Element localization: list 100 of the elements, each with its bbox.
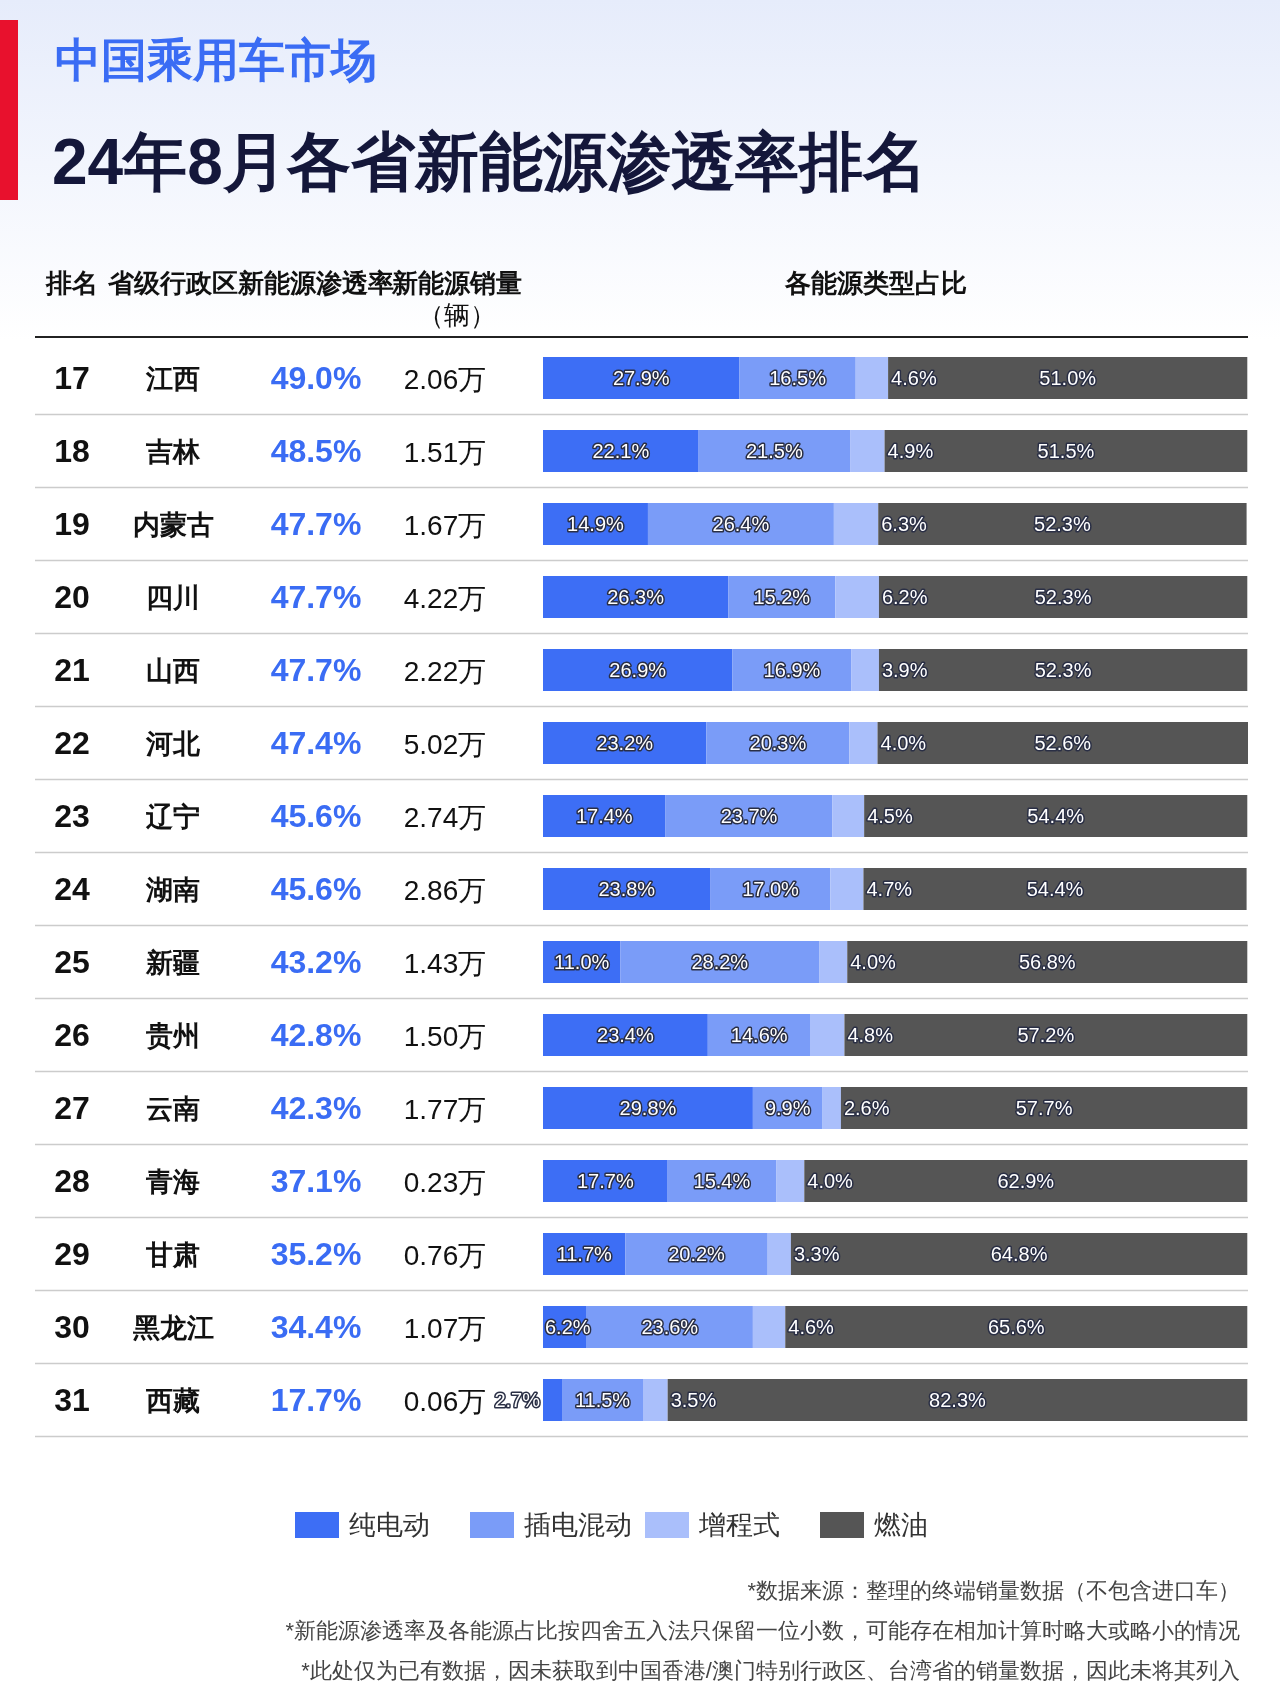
data-label: 49.0% <box>270 360 362 396</box>
data-label: 2.22万 <box>403 656 487 687</box>
data-label: 5.02万 <box>403 729 487 760</box>
category-label: 贵州 <box>145 1021 200 1051</box>
bar <box>847 941 1248 983</box>
bar <box>785 1306 1248 1348</box>
bar <box>832 795 865 837</box>
bar <box>884 430 1248 472</box>
bar <box>851 649 879 691</box>
data-label: 47.4% <box>270 725 362 761</box>
bar <box>620 941 820 983</box>
category-label: 西藏 <box>145 1386 200 1416</box>
category-label: 黑龙江 <box>131 1313 214 1343</box>
data-label: 54.4% <box>1026 878 1084 900</box>
legend-label: 插电混动 <box>524 1510 632 1540</box>
data-label: 3.9% <box>881 659 928 681</box>
text: 省级行政区 <box>107 268 238 298</box>
data-label: 23.7% <box>720 805 778 827</box>
data-label: 26 <box>54 1017 90 1053</box>
data-label: 20.3% <box>749 732 807 754</box>
data-label: 34.4% <box>270 1309 362 1345</box>
data-label: 24 <box>54 871 90 907</box>
data-label: 2.86万 <box>403 875 487 906</box>
data-label: 4.9% <box>887 440 934 462</box>
chart-title: 各能源类型占比 <box>783 268 967 298</box>
data-label: 31 <box>54 1382 90 1418</box>
data-label: 57.7% <box>1015 1097 1073 1119</box>
data-label: 26.9% <box>609 659 667 681</box>
legend-label: 纯电动 <box>349 1510 430 1540</box>
data-label: 52.6% <box>1034 732 1092 754</box>
bar <box>888 357 1248 399</box>
data-label: 16.5% <box>769 367 827 389</box>
data-label: 28 <box>54 1163 90 1199</box>
text: 24年8月各省新能源渗透率排名 <box>52 126 927 198</box>
data-label: 51.5% <box>1037 440 1095 462</box>
data-label: 82.3% <box>929 1389 987 1411</box>
bar <box>810 1014 845 1056</box>
bar <box>835 576 879 618</box>
data-label: 11.7% <box>556 1243 613 1265</box>
data-label: 17.4% <box>575 805 633 827</box>
bar <box>776 1160 805 1202</box>
data-label: 16.9% <box>763 659 821 681</box>
category-label: 青海 <box>145 1167 200 1197</box>
data-label: 1.50万 <box>403 1021 487 1052</box>
data-label: 45.6% <box>270 871 362 907</box>
data-label: 23.2% <box>596 732 654 754</box>
data-label: 62.9% <box>997 1170 1055 1192</box>
data-label: 4.7% <box>866 878 913 900</box>
bar <box>790 1233 1248 1275</box>
data-label: 6.2% <box>881 586 928 608</box>
text: 新能源渗透率 <box>237 268 394 298</box>
bar <box>822 1087 841 1129</box>
data-label: 27 <box>54 1090 90 1126</box>
text: 中国乘用车市场 <box>55 34 377 86</box>
data-label: 4.0% <box>807 1170 854 1192</box>
data-label: 52.3% <box>1034 586 1092 608</box>
data-label: 23.4% <box>597 1024 654 1046</box>
data-label: 20.2% <box>668 1243 726 1265</box>
data-label: 0.06万 <box>403 1386 487 1417</box>
bar <box>855 357 889 399</box>
data-label: 21.5% <box>746 440 803 462</box>
bar <box>643 1379 668 1421</box>
data-label: 15.4% <box>693 1170 751 1192</box>
data-label: 30 <box>54 1309 90 1345</box>
category-label: 吉林 <box>145 437 201 467</box>
data-label: 27.9% <box>612 367 670 389</box>
bar <box>844 1014 1248 1056</box>
data-label: 52.3% <box>1034 659 1092 681</box>
data-label: 47.7% <box>270 579 362 615</box>
data-label: 51.0% <box>1039 367 1097 389</box>
data-label: 17.7% <box>576 1170 634 1192</box>
bar <box>878 503 1247 545</box>
bar <box>863 868 1247 910</box>
data-label: 17.0% <box>742 878 800 900</box>
data-label: 18 <box>54 433 90 469</box>
bar <box>877 722 1248 764</box>
category-label: 云南 <box>146 1094 200 1124</box>
bar <box>840 1087 1248 1129</box>
data-label: 2.06万 <box>403 364 487 395</box>
data-label: 35.2% <box>270 1236 362 1272</box>
data-label: 64.8% <box>990 1243 1048 1265</box>
data-label: 1.07万 <box>403 1313 487 1344</box>
data-label: 65.6% <box>987 1316 1045 1338</box>
data-label: 0.23万 <box>403 1167 487 1198</box>
category-label: 江西 <box>145 364 200 394</box>
data-label: 2.74万 <box>403 802 487 833</box>
data-label: 54.4% <box>1027 805 1085 827</box>
data-label: 14.6% <box>730 1024 788 1046</box>
category-label: 山西 <box>146 656 200 686</box>
text: *此处仅为已有数据，因未获取到中国香港/澳门特别行政区、台湾省的销量数据，因此未将其列入 <box>301 1658 1240 1683</box>
category-label: 新疆 <box>145 948 200 978</box>
category-label: 甘肃 <box>145 1240 200 1270</box>
legend-label: 增程式 <box>698 1510 780 1540</box>
data-label: 1.51万 <box>403 437 487 468</box>
category-label: 辽宁 <box>145 802 200 832</box>
category-label: 四川 <box>146 583 200 613</box>
data-label: 43.2% <box>270 944 362 980</box>
bar <box>850 430 885 472</box>
data-label: 4.0% <box>880 732 927 754</box>
data-label: 52.3% <box>1034 513 1091 535</box>
